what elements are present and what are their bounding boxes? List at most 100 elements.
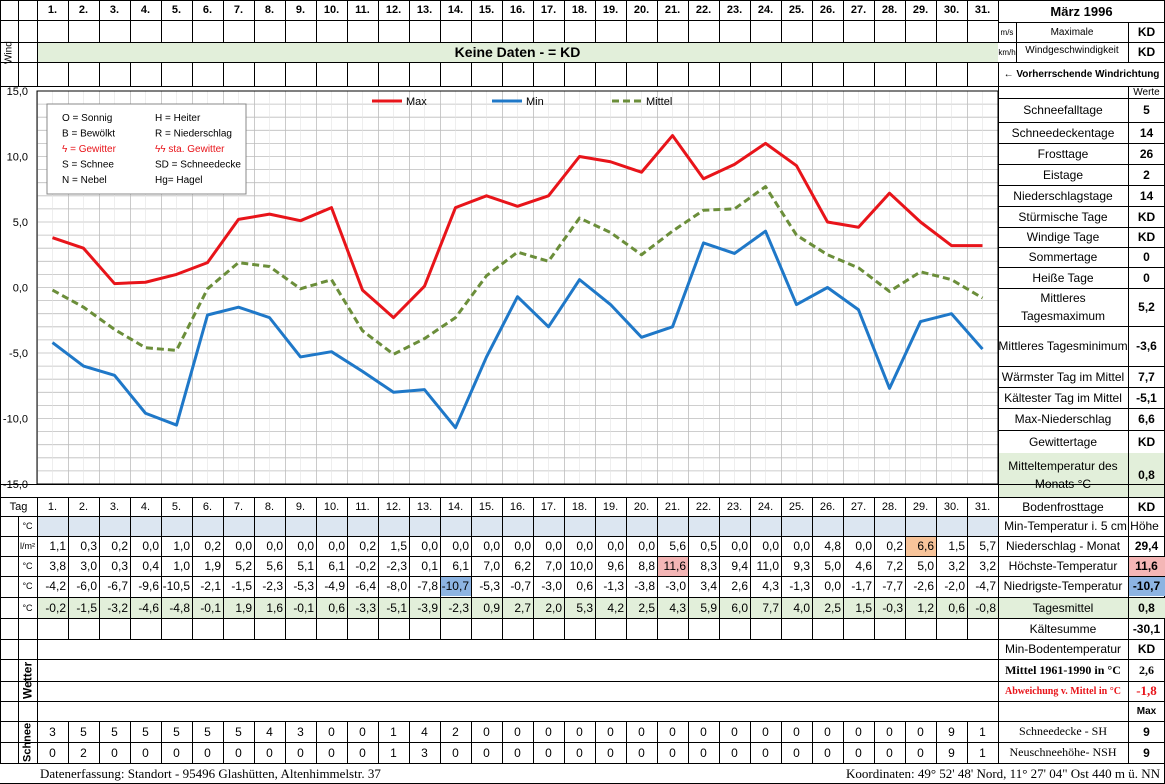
max-wind-ms: KD xyxy=(1137,25,1156,39)
grid-line xyxy=(657,497,658,639)
grid-line xyxy=(502,62,503,86)
stat-value: 5,2 xyxy=(1138,300,1155,314)
row-bg xyxy=(37,597,998,618)
stat-label: Mittleres Tagesminimum xyxy=(998,339,1128,353)
cell-tmax: 8,3 xyxy=(700,559,717,573)
stat-label: Bodenfrosttage xyxy=(1022,499,1104,514)
grid-line xyxy=(657,0,658,42)
grid-line xyxy=(936,0,937,42)
cell-tmin: -7,8 xyxy=(417,579,438,593)
grid-line xyxy=(905,497,906,639)
grid-line xyxy=(967,497,968,639)
cell-sh: 3 xyxy=(297,724,304,739)
cell-tmin: 0,0 xyxy=(824,579,841,593)
grid-line xyxy=(657,62,658,86)
cell-sh: 0 xyxy=(514,724,521,739)
cell-tmax: 10,0 xyxy=(569,559,593,573)
grid-line xyxy=(998,227,1165,228)
cell-tmin: 3,4 xyxy=(700,579,717,593)
cell-nsh: 0 xyxy=(824,745,831,760)
soil-row-bg xyxy=(37,516,998,536)
grid-line xyxy=(998,387,1165,388)
footer-left: Datenerfassung: Standort - 95496 Glashüt… xyxy=(40,765,381,781)
day-header: 11. xyxy=(355,4,370,16)
stat-label: Schneefalltage xyxy=(1023,103,1103,117)
cell-tmin: -4,2 xyxy=(45,579,66,593)
cell-tmax: 11,6 xyxy=(657,556,688,576)
grid-line xyxy=(68,62,69,86)
cell-sh: 1 xyxy=(979,724,986,739)
grid-line xyxy=(998,430,1165,431)
grid-line xyxy=(812,721,813,763)
grid-line xyxy=(0,62,1165,63)
grid-line xyxy=(998,62,999,86)
grid-line xyxy=(1128,86,1129,516)
cell-tmin: -2,1 xyxy=(200,579,221,593)
unit-ms: m/s xyxy=(1000,27,1014,37)
cell-tmin: -3,0 xyxy=(541,579,562,593)
cell-sh: 0 xyxy=(762,724,769,739)
cell-precip: 0,3 xyxy=(80,539,97,553)
tag-day: 5. xyxy=(171,500,182,513)
cell-tmean: 0,9 xyxy=(483,600,500,615)
label-precip: Niederschlag - Monat xyxy=(1005,539,1121,553)
grid-line xyxy=(161,62,162,86)
stat-label: Eistage xyxy=(1042,167,1084,182)
grid-line xyxy=(409,0,410,42)
cell-tmean: 1,2 xyxy=(917,600,934,615)
day-header: 27. xyxy=(850,4,867,16)
grid-line xyxy=(1128,22,1129,62)
day-header: 10. xyxy=(323,4,340,16)
cell-sh: 5 xyxy=(235,724,242,739)
cell-tmin: -8,0 xyxy=(386,579,407,593)
cell-sh: 4 xyxy=(266,724,273,739)
tag-day: 16. xyxy=(509,500,526,513)
cell-tmean: 5,9 xyxy=(700,600,717,615)
day-header: 5. xyxy=(171,4,182,16)
tag-day: 13. xyxy=(416,500,433,513)
cell-sh: 0 xyxy=(793,724,800,739)
no-data-bar: Keine Daten - = KD xyxy=(37,42,998,62)
grid-line xyxy=(688,721,689,763)
value-sh: 9 xyxy=(1143,724,1150,739)
grid-line xyxy=(471,497,472,639)
cell-precip: 5,6 xyxy=(669,539,686,553)
cell-tmax: 9,6 xyxy=(607,559,624,573)
day-header: 12. xyxy=(385,4,402,16)
tag-day: 18. xyxy=(571,500,588,513)
grid-line xyxy=(254,721,255,763)
max-wind-kmh: KD xyxy=(1137,45,1156,59)
cell-nsh: 0 xyxy=(607,745,614,760)
cell-nsh: 0 xyxy=(49,745,56,760)
y-tick-label: -10,0 xyxy=(3,414,28,426)
grid-line xyxy=(223,721,224,763)
lower-label: Kältesumme xyxy=(1029,621,1097,636)
cell-tmax: 7,0 xyxy=(545,559,562,573)
tag-day: 1. xyxy=(47,500,58,513)
cell-tmin: -5,3 xyxy=(293,579,314,593)
symbol-legend-entry: Hg= Hagel xyxy=(155,175,203,186)
cell-precip: 0,0 xyxy=(731,539,748,553)
cell-precip: 0,2 xyxy=(359,539,376,553)
cell-tmin: -5,3 xyxy=(479,579,500,593)
cell-sh: 5 xyxy=(204,724,211,739)
grid-line xyxy=(130,0,131,42)
cell-tmean: -0,1 xyxy=(200,600,221,615)
grid-line xyxy=(564,721,565,763)
cell-tmean: -3,9 xyxy=(417,600,438,615)
cell-nsh: 0 xyxy=(452,745,459,760)
grid-line xyxy=(967,721,968,763)
cell-sh: 5 xyxy=(142,724,149,739)
grid-line xyxy=(440,62,441,86)
tag-day: 8. xyxy=(264,500,275,513)
grid-line xyxy=(0,0,1,86)
grid-line xyxy=(502,497,503,639)
grid-line xyxy=(626,62,627,86)
cell-sh: 0 xyxy=(545,724,552,739)
day-header: 4. xyxy=(140,4,151,16)
cell-tmax: 6,2 xyxy=(514,559,531,573)
cell-tmean: -0,3 xyxy=(882,600,903,615)
grid-line xyxy=(0,597,1165,598)
grid-line xyxy=(998,86,999,497)
